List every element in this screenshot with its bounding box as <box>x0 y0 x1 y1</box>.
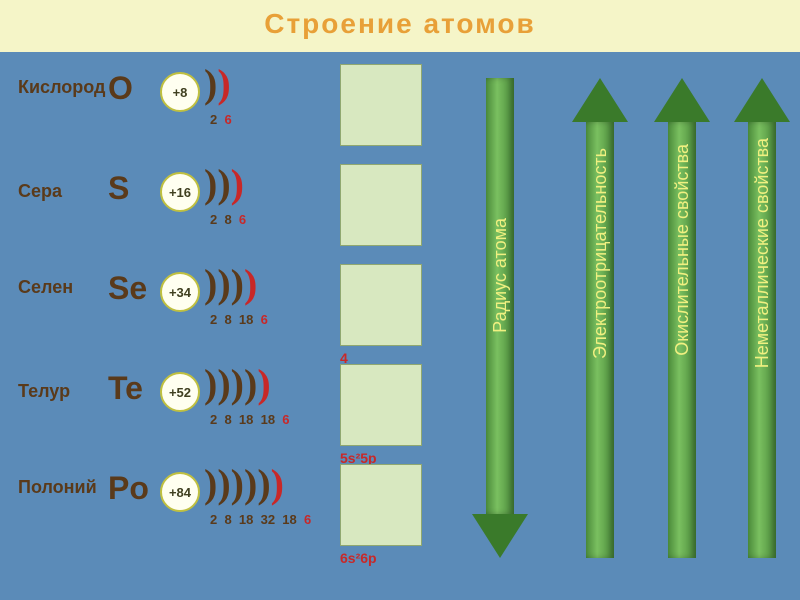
element-name: Телур <box>18 382 70 402</box>
element-name: Полоний <box>18 478 97 498</box>
arrow-label: Окислительные свойства <box>672 144 693 356</box>
page: Строение атомов Кислород O +8 )) 2 6 Сер… <box>0 0 800 600</box>
nucleus: +52 <box>160 372 200 412</box>
config-box <box>340 364 422 446</box>
nucleus: +8 <box>160 72 200 112</box>
page-title: Строение атомов <box>0 0 800 48</box>
shell-numbers: 2 6 <box>210 112 232 127</box>
element-symbol: Po <box>108 470 149 507</box>
element-symbol: S <box>108 170 129 207</box>
arrow-label: Электроотрицательность <box>590 148 611 359</box>
arrow-head-down-icon <box>472 514 528 558</box>
shell-numbers: 2 8 18 32 18 6 <box>210 512 311 527</box>
electron-shells: ))) <box>204 160 244 207</box>
arrow-head-up-icon <box>572 78 628 122</box>
element-name: Селен <box>18 278 73 298</box>
element-symbol: Te <box>108 370 143 407</box>
config-box <box>340 464 422 546</box>
shell-numbers: 2 8 18 6 <box>210 312 268 327</box>
electron-shells: ))))) <box>204 360 271 407</box>
property-arrow-radius: Радиус атома <box>478 78 522 558</box>
element-symbol: Se <box>108 270 147 307</box>
diagram-panel: Кислород O +8 )) 2 6 Сера S +16 ))) 2 8 … <box>0 52 800 600</box>
nucleus: +84 <box>160 472 200 512</box>
config-box <box>340 64 422 146</box>
electron-shells: )))))) <box>204 460 284 507</box>
shell-numbers: 2 8 18 18 6 <box>210 412 290 427</box>
element-symbol: O <box>108 70 133 107</box>
config-box <box>340 264 422 346</box>
element-name: Сера <box>18 182 62 202</box>
electron-shells: )) <box>204 60 231 107</box>
arrow-label: Неметаллические свойства <box>752 138 773 368</box>
nucleus: +16 <box>160 172 200 212</box>
arrow-head-up-icon <box>654 78 710 122</box>
property-arrow-nonmetallic: Неметаллические свойства <box>740 78 784 558</box>
arrow-head-up-icon <box>734 78 790 122</box>
property-arrow-oxidizing: Окислительные свойства <box>660 78 704 558</box>
property-arrow-electronegativity: Электроотрицательность <box>578 78 622 558</box>
element-name: Кислород <box>18 78 105 98</box>
arrow-label: Радиус атома <box>490 218 511 333</box>
electron-shells: )))) <box>204 260 257 307</box>
config-label: 6s²6p <box>340 550 377 566</box>
config-box <box>340 164 422 246</box>
shell-numbers: 2 8 6 <box>210 212 246 227</box>
nucleus: +34 <box>160 272 200 312</box>
